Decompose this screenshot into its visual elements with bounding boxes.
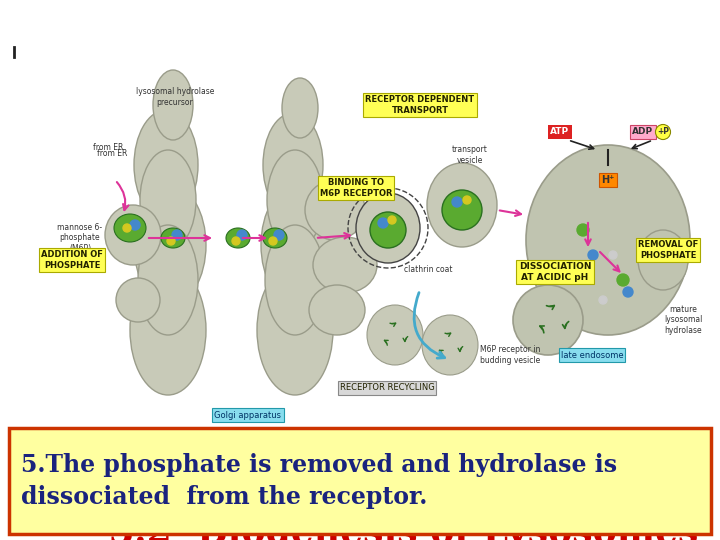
Text: mature
lysosomal
hydrolase: mature lysosomal hydrolase — [664, 305, 702, 335]
Text: ADDITION OF
PHOSPHATE: ADDITION OF PHOSPHATE — [41, 251, 103, 269]
Ellipse shape — [427, 163, 497, 247]
Text: DISSOCIATION
AT ACIDIC pH: DISSOCIATION AT ACIDIC pH — [518, 262, 591, 282]
Ellipse shape — [261, 185, 333, 305]
Ellipse shape — [116, 278, 160, 322]
Ellipse shape — [370, 212, 406, 248]
FancyBboxPatch shape — [10, 55, 710, 415]
Text: REMOVAL OF
PHOSPHATE: REMOVAL OF PHOSPHATE — [638, 240, 698, 260]
Text: from ER: from ER — [93, 144, 123, 152]
Circle shape — [123, 224, 131, 232]
Circle shape — [274, 230, 284, 240]
Text: 3.2  Biogenesis of Lysosomes: 3.2 Biogenesis of Lysosomes — [109, 516, 698, 540]
Ellipse shape — [526, 145, 690, 335]
Ellipse shape — [313, 237, 377, 293]
Text: trans
Golgi
network: trans Golgi network — [276, 432, 307, 462]
Circle shape — [599, 296, 607, 304]
Ellipse shape — [161, 228, 185, 248]
Text: lysosomal hydrolase
precursor: lysosomal hydrolase precursor — [136, 87, 214, 107]
Text: ADP: ADP — [632, 127, 654, 137]
Circle shape — [167, 237, 175, 245]
Ellipse shape — [513, 285, 583, 355]
Text: Golgi apparatus: Golgi apparatus — [215, 410, 282, 420]
Circle shape — [388, 216, 396, 224]
Circle shape — [269, 237, 277, 245]
Circle shape — [237, 230, 247, 240]
Ellipse shape — [105, 205, 161, 265]
FancyBboxPatch shape — [9, 428, 711, 534]
Circle shape — [130, 220, 140, 230]
Text: cis
Golgi
network: cis Golgi network — [149, 432, 181, 462]
Ellipse shape — [138, 225, 198, 335]
Circle shape — [588, 250, 598, 260]
Text: late endosome: late endosome — [561, 350, 624, 360]
Ellipse shape — [309, 285, 365, 335]
Ellipse shape — [130, 265, 206, 395]
Ellipse shape — [134, 185, 206, 305]
Circle shape — [172, 230, 182, 240]
Circle shape — [452, 197, 462, 207]
Ellipse shape — [305, 180, 365, 240]
Text: BINDING TO
M6P RECEPTOR: BINDING TO M6P RECEPTOR — [320, 178, 392, 198]
Text: ATP: ATP — [550, 127, 570, 137]
Ellipse shape — [356, 193, 420, 263]
Ellipse shape — [140, 150, 196, 250]
Circle shape — [609, 251, 617, 259]
Ellipse shape — [153, 70, 193, 140]
Circle shape — [623, 287, 633, 297]
Ellipse shape — [114, 214, 146, 242]
Text: transport
vesicle: transport vesicle — [452, 145, 488, 165]
Ellipse shape — [134, 110, 198, 220]
Ellipse shape — [265, 225, 325, 335]
Text: H⁺: H⁺ — [601, 175, 615, 185]
Text: RECEPTOR RECYCLING: RECEPTOR RECYCLING — [340, 383, 434, 393]
Ellipse shape — [282, 78, 318, 138]
Text: mannose 6-
phosphate
(M6P): mannose 6- phosphate (M6P) — [58, 223, 102, 253]
Ellipse shape — [226, 228, 250, 248]
Text: +P: +P — [657, 127, 669, 137]
Circle shape — [463, 196, 471, 204]
Ellipse shape — [638, 230, 688, 290]
Ellipse shape — [367, 305, 423, 365]
Text: M6P receptor in
budding vesicle: M6P receptor in budding vesicle — [480, 345, 540, 364]
Ellipse shape — [267, 150, 323, 250]
Ellipse shape — [257, 265, 333, 395]
Text: from ER: from ER — [96, 148, 127, 158]
Ellipse shape — [263, 228, 287, 248]
Circle shape — [577, 224, 589, 236]
Text: 5.The phosphate is removed and hydrolase is
dissociated  from the receptor.: 5.The phosphate is removed and hydrolase… — [22, 453, 618, 509]
Text: clathrin coat: clathrin coat — [404, 266, 452, 274]
Text: RECEPTOR DEPENDENT
TRANSPORT: RECEPTOR DEPENDENT TRANSPORT — [366, 95, 474, 114]
Ellipse shape — [263, 113, 323, 217]
Circle shape — [232, 237, 240, 245]
Ellipse shape — [442, 190, 482, 230]
Circle shape — [617, 274, 629, 286]
Ellipse shape — [422, 315, 478, 375]
Circle shape — [378, 218, 388, 228]
